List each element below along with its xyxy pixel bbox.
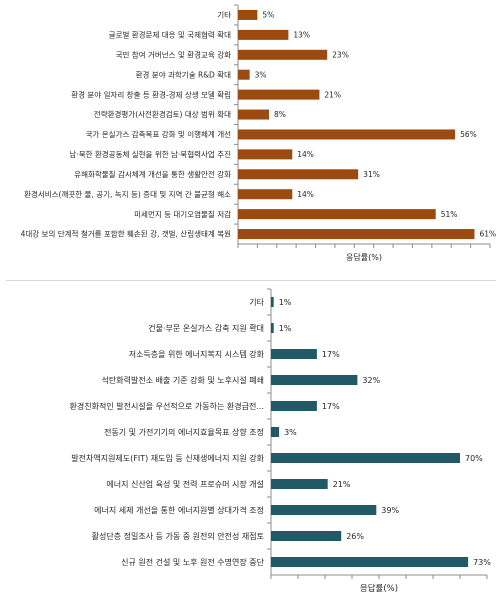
chart-1-value-label: 51% <box>441 210 458 219</box>
chart-1-category-label: 환경서비스(깨끗한 물, 공기, 녹지 등) 증대 및 지역 간 불균형 해소 <box>24 189 231 199</box>
chart-1-category-label: 환경 분야 일자리 창출 등 환경-경제 상생 모델 확립 <box>71 89 231 99</box>
chart-1-bar <box>238 89 320 100</box>
chart-1-bar <box>238 49 328 60</box>
chart-1-bar <box>238 189 293 200</box>
chart-1-value-label: 3% <box>255 70 267 79</box>
chart-1-bar <box>238 129 456 140</box>
chart-1-value-label: 14% <box>297 190 314 199</box>
chart-1-category-label: 환경 분야 과학기술 R&D 확대 <box>136 69 231 79</box>
chart-1-bar <box>238 229 475 240</box>
chart-1-value-label: 31% <box>363 170 380 179</box>
chart-1-bar <box>238 109 270 120</box>
chart-1-value-label: 61% <box>479 230 496 239</box>
chart-1-value-label: 8% <box>274 110 286 119</box>
chart-1-category-label: 유해화학물질 감시체계 개선을 통한 생활안전 강화 <box>74 169 231 179</box>
chart-1-bar <box>238 149 293 160</box>
chart-1-category-label: 기타 <box>217 11 231 20</box>
chart-1-category-label: 전략환경평가(사전환경검토) 대상 범위 확대 <box>94 109 231 119</box>
chart-1-bar <box>238 29 289 40</box>
chart-1-bar <box>238 209 436 220</box>
chart-1-category-label: 글로벌 환경문제 대응 및 국제협력 확대 <box>109 30 231 40</box>
chart-1-value-label: 14% <box>297 150 314 159</box>
chart-1-category-label: 4대강 보의 단계적 철거를 포함한 훼손된 강, 갯벌, 산림생태계 복원 <box>21 229 231 239</box>
chart-1-value-label: 5% <box>262 11 274 20</box>
chart-1-x-axis-title: 응답률(%) <box>346 252 382 262</box>
chart-1-value-label: 56% <box>460 130 477 139</box>
chart-1-category-label: 남·북한 환경공동체 실현을 위한 남·북협력사업 추진 <box>69 149 231 159</box>
chart-1-value-label: 13% <box>293 31 310 40</box>
chart-divider <box>6 280 496 281</box>
chart-1-category-label: 미세먼지 등 대기오염물질 저감 <box>134 209 231 219</box>
chart-1-bar <box>238 69 250 80</box>
chart-1-category-label: 국민 참여 거버넌스 및 환경교육 강화 <box>116 49 232 59</box>
chart-1-bar <box>238 9 258 20</box>
chart-1-category-label: 국가 온실가스 감축목표 강화 및 이행체계 개선 <box>86 129 232 139</box>
chart-1-value-label: 21% <box>324 90 341 99</box>
chart-1-plot: 기타 5% 글로벌 환경문제 대응 및 국제협력 확대 13% 국민 참여 거버넌스 및… <box>21 4 496 262</box>
chart-1-value-label: 23% <box>332 50 349 59</box>
chart-1-bar <box>238 169 359 180</box>
